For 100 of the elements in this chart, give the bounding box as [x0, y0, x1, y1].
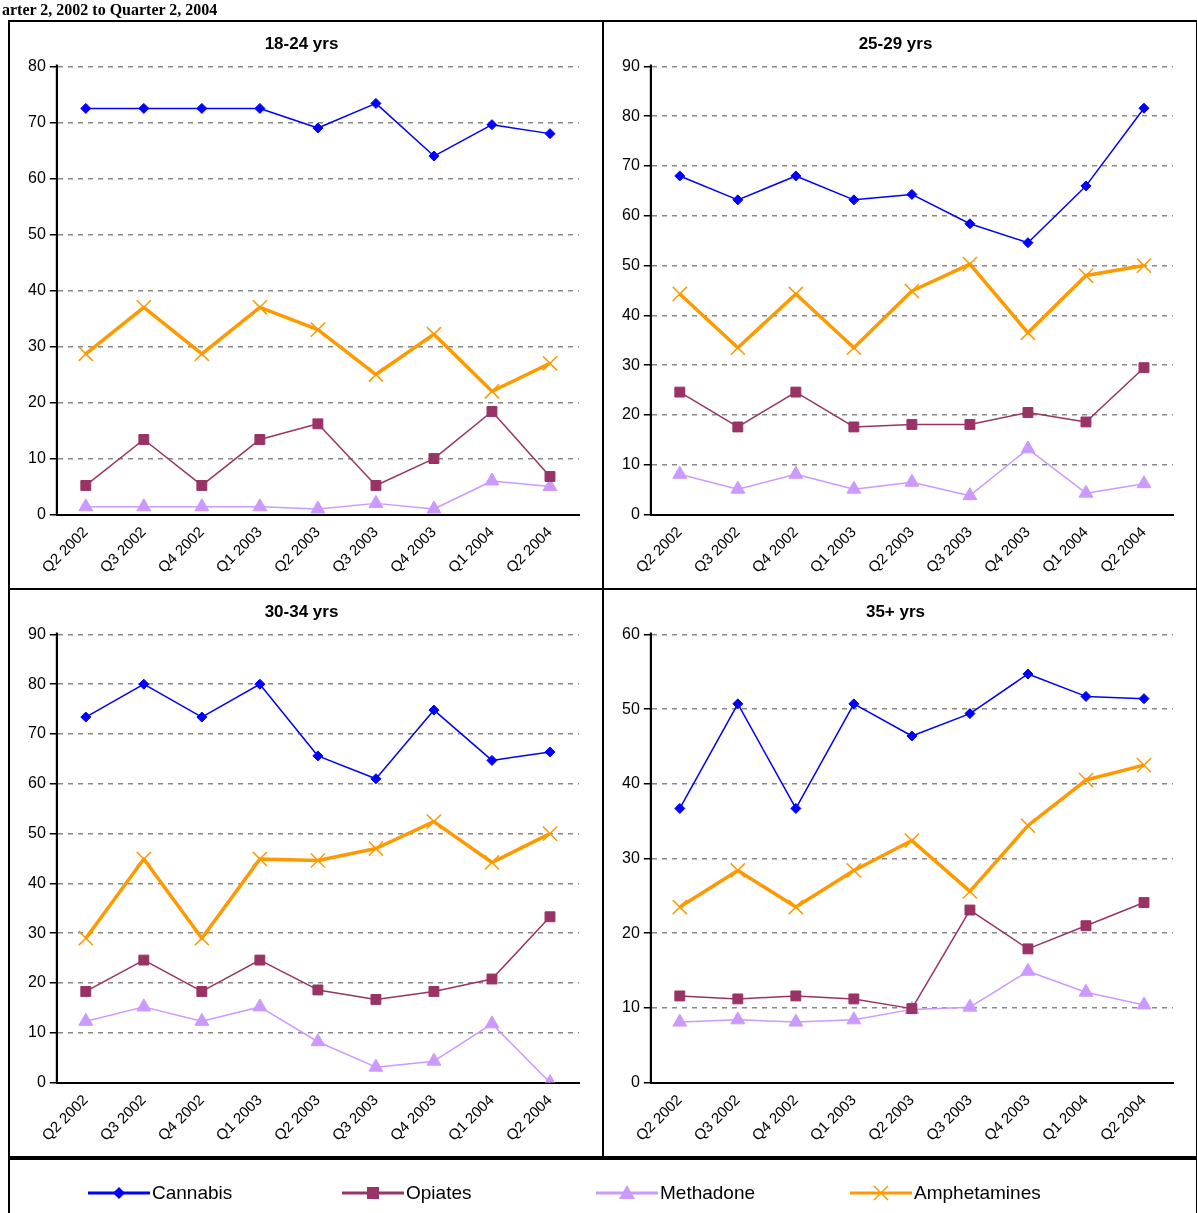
point: [252, 498, 268, 512]
legend-label: Opiates: [406, 1182, 472, 1204]
point: [790, 170, 802, 182]
point: [312, 418, 324, 430]
y-tick-label: 20: [622, 923, 640, 941]
point: [1022, 237, 1034, 249]
point: [904, 832, 920, 849]
y-tick-label: 40: [622, 774, 640, 792]
point: [252, 998, 268, 1012]
y-tick-label: 40: [28, 873, 46, 891]
point: [426, 500, 442, 514]
point: [136, 299, 152, 316]
point: [370, 993, 382, 1005]
y-tick-label: 90: [28, 624, 46, 642]
point: [674, 990, 686, 1002]
point: [671, 899, 688, 915]
point: [906, 188, 918, 200]
point: [906, 419, 918, 430]
point: [1078, 772, 1094, 788]
point: [1138, 102, 1150, 114]
point: [544, 911, 556, 923]
legend-label: Methadone: [660, 1182, 756, 1204]
point: [136, 498, 152, 512]
point: [194, 1012, 210, 1026]
chart-title: 18-24 yrs: [264, 33, 339, 53]
point: [1080, 690, 1092, 702]
point: [486, 754, 498, 766]
point: [138, 102, 150, 114]
point: [1080, 920, 1092, 932]
point: [254, 678, 266, 690]
point: [904, 473, 920, 487]
point: [790, 802, 802, 814]
point: [906, 730, 918, 742]
y-tick-label: 30: [28, 923, 46, 941]
y-tick-label: 70: [622, 156, 640, 174]
y-tick-label: 30: [28, 336, 46, 354]
point: [484, 854, 500, 871]
point: [672, 1013, 688, 1027]
point: [368, 494, 384, 508]
point: [788, 1013, 804, 1027]
point: [80, 986, 92, 997]
legend-label: Cannabis: [152, 1182, 233, 1204]
point: [848, 194, 860, 206]
text: arter 2, 2002 to Quarter 2, 2004: [2, 1, 218, 18]
point: [428, 150, 440, 162]
y-tick-label: 0: [630, 1072, 640, 1090]
y-tick-label: 20: [28, 973, 46, 991]
point: [962, 998, 978, 1012]
point: [1136, 757, 1152, 773]
point: [486, 119, 498, 131]
y-tick-label: 80: [28, 56, 46, 74]
y-tick-label: 80: [28, 674, 46, 692]
y-tick-label: 40: [28, 280, 46, 298]
point: [254, 102, 266, 114]
y-tick-label: 70: [28, 724, 46, 742]
point: [194, 930, 210, 946]
y-tick-label: 50: [28, 224, 46, 242]
point: [1020, 817, 1036, 834]
point: [194, 345, 210, 362]
point: [790, 990, 802, 1002]
point: [1138, 897, 1150, 909]
point: [964, 904, 976, 916]
point: [1078, 484, 1094, 498]
point: [312, 750, 324, 762]
point: [77, 345, 94, 362]
point: [196, 480, 208, 491]
point: [790, 386, 802, 398]
point: [370, 480, 382, 491]
y-tick-label: 60: [622, 206, 640, 224]
y-tick-label: 10: [28, 448, 46, 466]
point: [254, 954, 266, 966]
point: [370, 97, 382, 109]
point: [1080, 416, 1092, 428]
point: [426, 1052, 442, 1066]
point: [1080, 180, 1092, 192]
point: [310, 321, 326, 338]
point: [732, 993, 744, 1005]
point: [544, 128, 556, 140]
y-tick-label: 10: [622, 998, 640, 1016]
point: [1136, 257, 1152, 274]
legend-label: Amphetamines: [914, 1182, 1041, 1204]
point: [368, 366, 384, 383]
point: [674, 170, 686, 182]
point: [310, 852, 326, 869]
point: [1078, 267, 1094, 284]
point: [196, 102, 208, 114]
point: [1020, 962, 1036, 976]
y-tick-label: 30: [622, 848, 640, 866]
point: [788, 465, 804, 479]
point: [962, 256, 978, 272]
point: [196, 986, 208, 997]
point: [138, 954, 150, 966]
point: [672, 465, 688, 479]
point: [310, 500, 326, 514]
point: [136, 998, 152, 1012]
point: [848, 698, 860, 710]
point: [252, 851, 268, 867]
point: [1022, 668, 1034, 680]
y-tick-label: 90: [622, 56, 640, 74]
point: [846, 862, 862, 879]
